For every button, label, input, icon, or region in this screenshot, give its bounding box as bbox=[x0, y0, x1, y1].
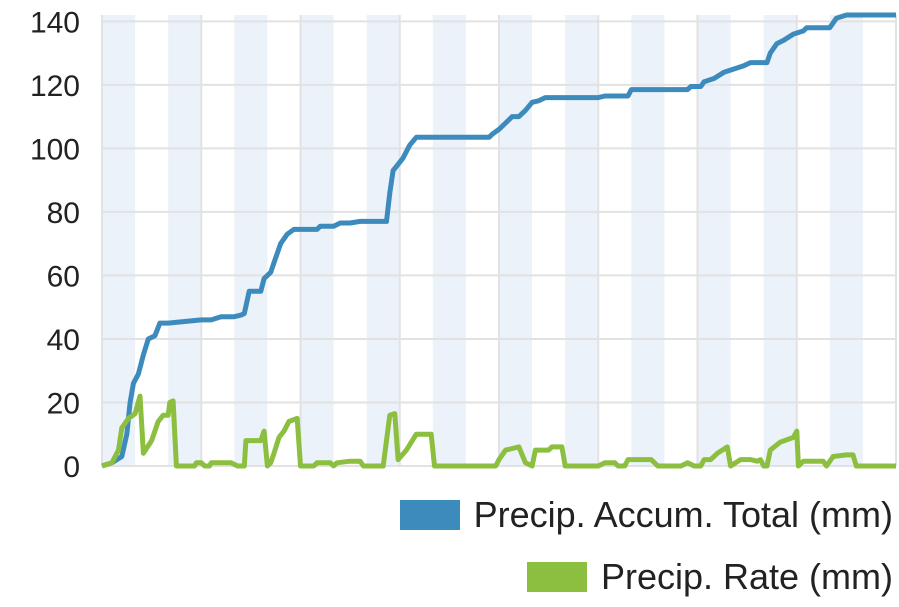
legend-label-precip-rate: Precip. Rate (mm) bbox=[600, 556, 893, 597]
legend-label-accum-total: Precip. Accum. Total (mm) bbox=[473, 494, 893, 535]
series-line-accum-total bbox=[101, 12, 896, 469]
background-band bbox=[565, 15, 599, 466]
background-band bbox=[829, 15, 863, 466]
background-band bbox=[763, 15, 797, 466]
series-line-precip-rate bbox=[101, 393, 896, 469]
legend-item-precip-rate: Precip. Rate (mm) bbox=[526, 556, 893, 598]
y-axis-tick-labels: 0 20 40 60 80 100 120 140 bbox=[30, 6, 80, 484]
background-band bbox=[366, 15, 400, 466]
y-tick-label: 120 bbox=[30, 70, 80, 103]
y-tick-label: 80 bbox=[47, 197, 80, 230]
background-band bbox=[168, 15, 202, 466]
background-band bbox=[631, 15, 665, 466]
background-band bbox=[697, 15, 731, 466]
vertical-gridlines bbox=[101, 15, 897, 466]
y-tick-label: 0 bbox=[63, 451, 80, 484]
background-band bbox=[499, 15, 533, 466]
y-tick-label: 60 bbox=[47, 260, 80, 293]
series-lines bbox=[101, 12, 896, 469]
horizontal-gridlines bbox=[102, 20, 896, 467]
y-tick-label: 140 bbox=[30, 6, 80, 39]
background-band bbox=[234, 15, 268, 466]
chart: 0 20 40 60 80 100 120 140 bbox=[30, 6, 897, 484]
plot-background-bands bbox=[102, 15, 863, 466]
background-band bbox=[432, 15, 466, 466]
background-band bbox=[102, 15, 136, 466]
legend-item-accum-total: Precip. Accum. Total (mm) bbox=[399, 494, 893, 536]
y-tick-label: 100 bbox=[30, 133, 80, 166]
legend-swatch-accum-total bbox=[399, 500, 460, 530]
legend-swatch-precip-rate bbox=[526, 562, 587, 592]
y-tick-label: 40 bbox=[47, 324, 80, 357]
background-band bbox=[300, 15, 334, 466]
y-tick-label: 20 bbox=[47, 387, 80, 420]
